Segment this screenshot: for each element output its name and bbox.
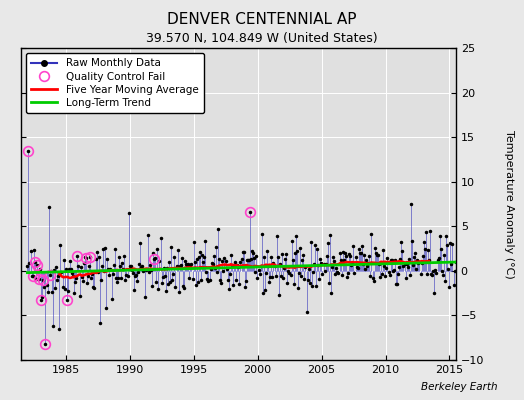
Text: Berkeley Earth: Berkeley Earth xyxy=(421,382,498,392)
Text: DENVER CENTENNIAL AP: DENVER CENTENNIAL AP xyxy=(167,12,357,27)
Text: 39.570 N, 104.849 W (United States): 39.570 N, 104.849 W (United States) xyxy=(146,32,378,45)
Y-axis label: Temperature Anomaly (°C): Temperature Anomaly (°C) xyxy=(504,130,514,278)
Legend: Raw Monthly Data, Quality Control Fail, Five Year Moving Average, Long-Term Tren: Raw Monthly Data, Quality Control Fail, … xyxy=(26,53,204,113)
